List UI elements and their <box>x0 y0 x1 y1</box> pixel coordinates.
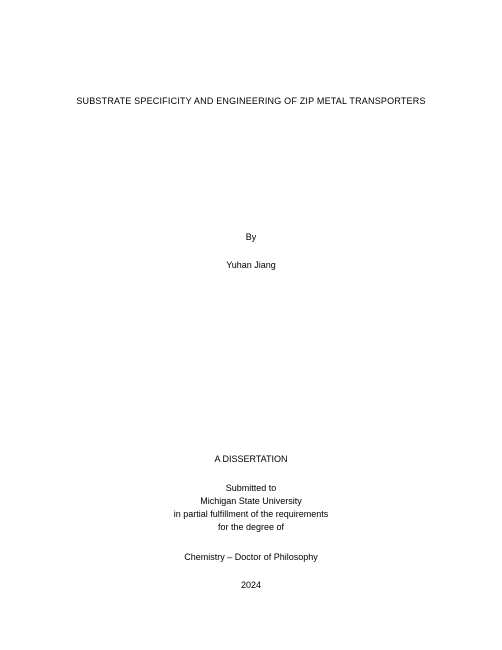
for-degree: for the degree of <box>55 521 447 534</box>
institution: Michigan State University <box>55 495 447 508</box>
by-label: By <box>55 232 447 242</box>
author-name: Yuhan Jiang <box>55 260 447 270</box>
submission-block: A DISSERTATION Submitted to Michigan Sta… <box>55 454 447 590</box>
author-block: By Yuhan Jiang <box>55 232 447 270</box>
submitted-to: Submitted to <box>55 482 447 495</box>
year: 2024 <box>55 580 447 590</box>
title-block: SUBSTRATE SPECIFICITY AND ENGINEERING OF… <box>55 96 447 106</box>
fulfillment: in partial fulfillment of the requiremen… <box>55 508 447 521</box>
degree: Chemistry – Doctor of Philosophy <box>55 552 447 562</box>
dissertation-title: SUBSTRATE SPECIFICITY AND ENGINEERING OF… <box>55 96 447 106</box>
dissertation-label: A DISSERTATION <box>55 454 447 464</box>
